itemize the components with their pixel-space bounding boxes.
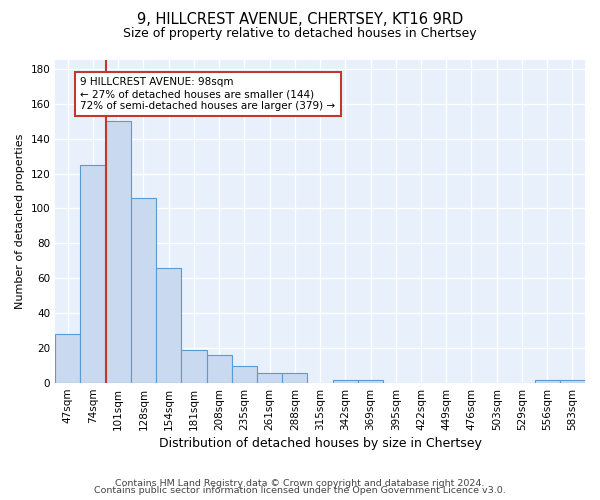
Bar xyxy=(358,380,383,383)
Text: Size of property relative to detached houses in Chertsey: Size of property relative to detached ho… xyxy=(123,28,477,40)
Bar xyxy=(257,372,282,383)
Bar xyxy=(282,372,307,383)
Bar xyxy=(535,380,560,383)
Bar xyxy=(131,198,156,383)
Bar xyxy=(55,334,80,383)
Bar xyxy=(181,350,206,383)
Text: 9, HILLCREST AVENUE, CHERTSEY, KT16 9RD: 9, HILLCREST AVENUE, CHERTSEY, KT16 9RD xyxy=(137,12,463,28)
Text: 9 HILLCREST AVENUE: 98sqm
← 27% of detached houses are smaller (144)
72% of semi: 9 HILLCREST AVENUE: 98sqm ← 27% of detac… xyxy=(80,78,335,110)
Bar xyxy=(332,380,358,383)
Text: Contains HM Land Registry data © Crown copyright and database right 2024.: Contains HM Land Registry data © Crown c… xyxy=(115,478,485,488)
Text: Contains public sector information licensed under the Open Government Licence v3: Contains public sector information licen… xyxy=(94,486,506,495)
Y-axis label: Number of detached properties: Number of detached properties xyxy=(15,134,25,309)
Bar xyxy=(80,165,106,383)
Bar xyxy=(232,366,257,383)
X-axis label: Distribution of detached houses by size in Chertsey: Distribution of detached houses by size … xyxy=(158,437,482,450)
Bar xyxy=(560,380,585,383)
Bar xyxy=(206,355,232,383)
Bar xyxy=(156,268,181,383)
Bar xyxy=(106,121,131,383)
